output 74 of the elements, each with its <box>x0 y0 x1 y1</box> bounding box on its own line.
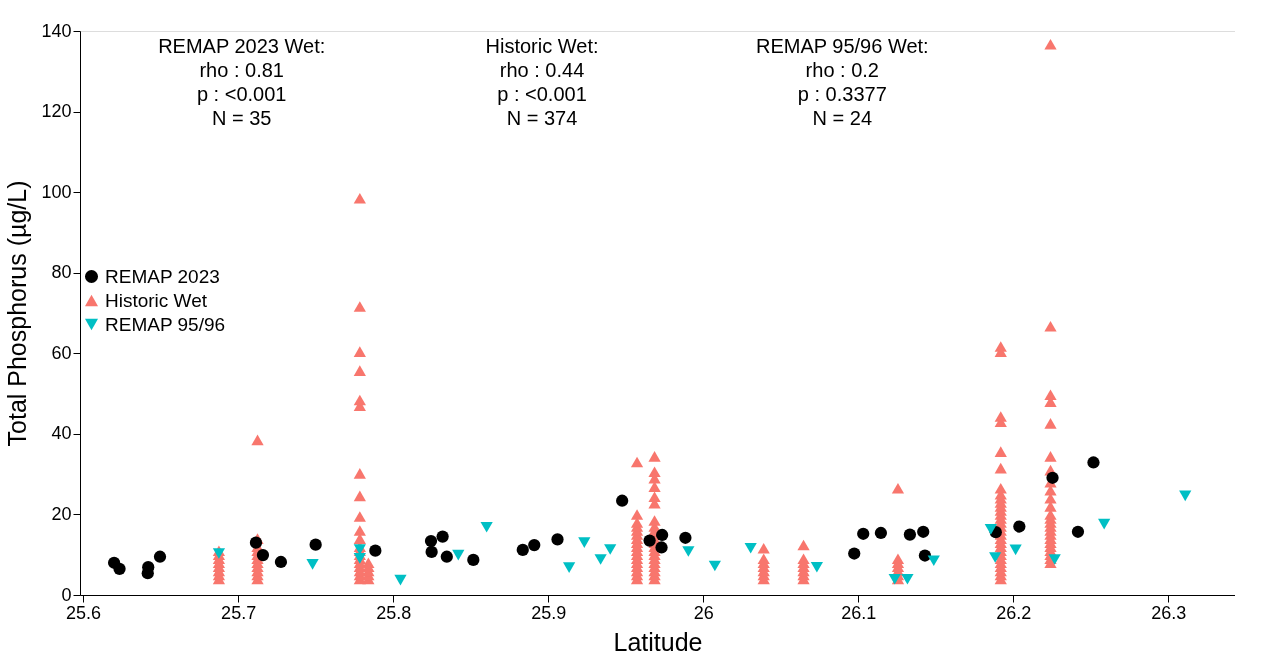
point <box>551 533 564 546</box>
y-tick-label: 60 <box>51 342 72 363</box>
point <box>424 534 438 548</box>
point <box>1071 525 1085 538</box>
point <box>306 559 319 570</box>
point <box>528 538 541 552</box>
point <box>901 573 914 585</box>
point <box>810 561 823 573</box>
y-tick-label: 120 <box>41 101 72 122</box>
point <box>917 525 930 538</box>
point <box>113 562 126 575</box>
y-tick-label: 140 <box>41 20 72 41</box>
point <box>563 562 576 573</box>
x-tick-label: 26.2 <box>996 602 1032 623</box>
point <box>436 530 449 543</box>
point <box>643 534 656 547</box>
point <box>679 531 692 544</box>
point <box>452 549 465 561</box>
point <box>249 536 263 549</box>
annotation: Historic Wet: rho : 0.44 p : <0.001 N = 374 <box>485 35 599 129</box>
point <box>425 545 438 559</box>
y-tick-label: 80 <box>51 262 72 283</box>
point <box>1046 471 1059 484</box>
point <box>927 555 940 567</box>
point <box>1179 490 1192 502</box>
point <box>309 538 322 551</box>
point <box>857 527 870 540</box>
legend-label: Historic Wet <box>105 289 208 311</box>
point <box>578 537 591 548</box>
point <box>888 573 901 585</box>
x-tick-label: 25.7 <box>221 602 257 623</box>
point <box>516 543 529 556</box>
x-tick-label: 26.3 <box>1151 602 1187 623</box>
y-tick-label: 0 <box>61 584 72 605</box>
point <box>604 544 617 555</box>
point <box>848 547 861 560</box>
legend-label: REMAP 95/96 <box>105 313 226 335</box>
point <box>655 541 668 554</box>
point <box>708 560 721 572</box>
point <box>369 544 382 557</box>
y-tick-label: 40 <box>51 423 72 444</box>
point <box>1098 518 1111 530</box>
y-tick-label: 20 <box>51 503 72 524</box>
point <box>256 549 270 562</box>
point <box>467 553 480 567</box>
point <box>903 528 917 541</box>
point <box>274 555 288 569</box>
x-tick-label: 26 <box>693 602 714 623</box>
point <box>1048 554 1061 565</box>
point <box>682 546 695 557</box>
point <box>744 542 757 554</box>
point <box>984 524 997 535</box>
point <box>989 552 1002 563</box>
y-tick-label: 100 <box>41 181 72 202</box>
legend-label: REMAP 2023 <box>105 265 220 287</box>
point <box>656 528 669 542</box>
point <box>480 522 493 533</box>
point <box>153 550 167 563</box>
point <box>1009 544 1022 556</box>
x-axis-title: Latitude <box>613 627 703 656</box>
point <box>1087 456 1100 469</box>
point <box>594 554 607 565</box>
annotation: REMAP 95/96 Wet: rho : 0.2 p : 0.3377 N = 24 <box>755 35 929 129</box>
x-tick-label: 25.9 <box>531 602 567 623</box>
x-tick-label: 25.6 <box>66 602 102 623</box>
x-tick-label: 26.1 <box>841 602 877 623</box>
point <box>1013 520 1026 533</box>
point <box>394 574 407 586</box>
y-axis-title: Total Phosphorus (µg/L) <box>3 180 32 447</box>
annotation: REMAP 2023 Wet: rho : 0.81 p : <0.001 N = 35 <box>158 35 326 129</box>
x-tick-label: 25.8 <box>376 602 412 623</box>
point <box>440 550 453 563</box>
point <box>616 494 629 507</box>
point <box>874 526 888 540</box>
